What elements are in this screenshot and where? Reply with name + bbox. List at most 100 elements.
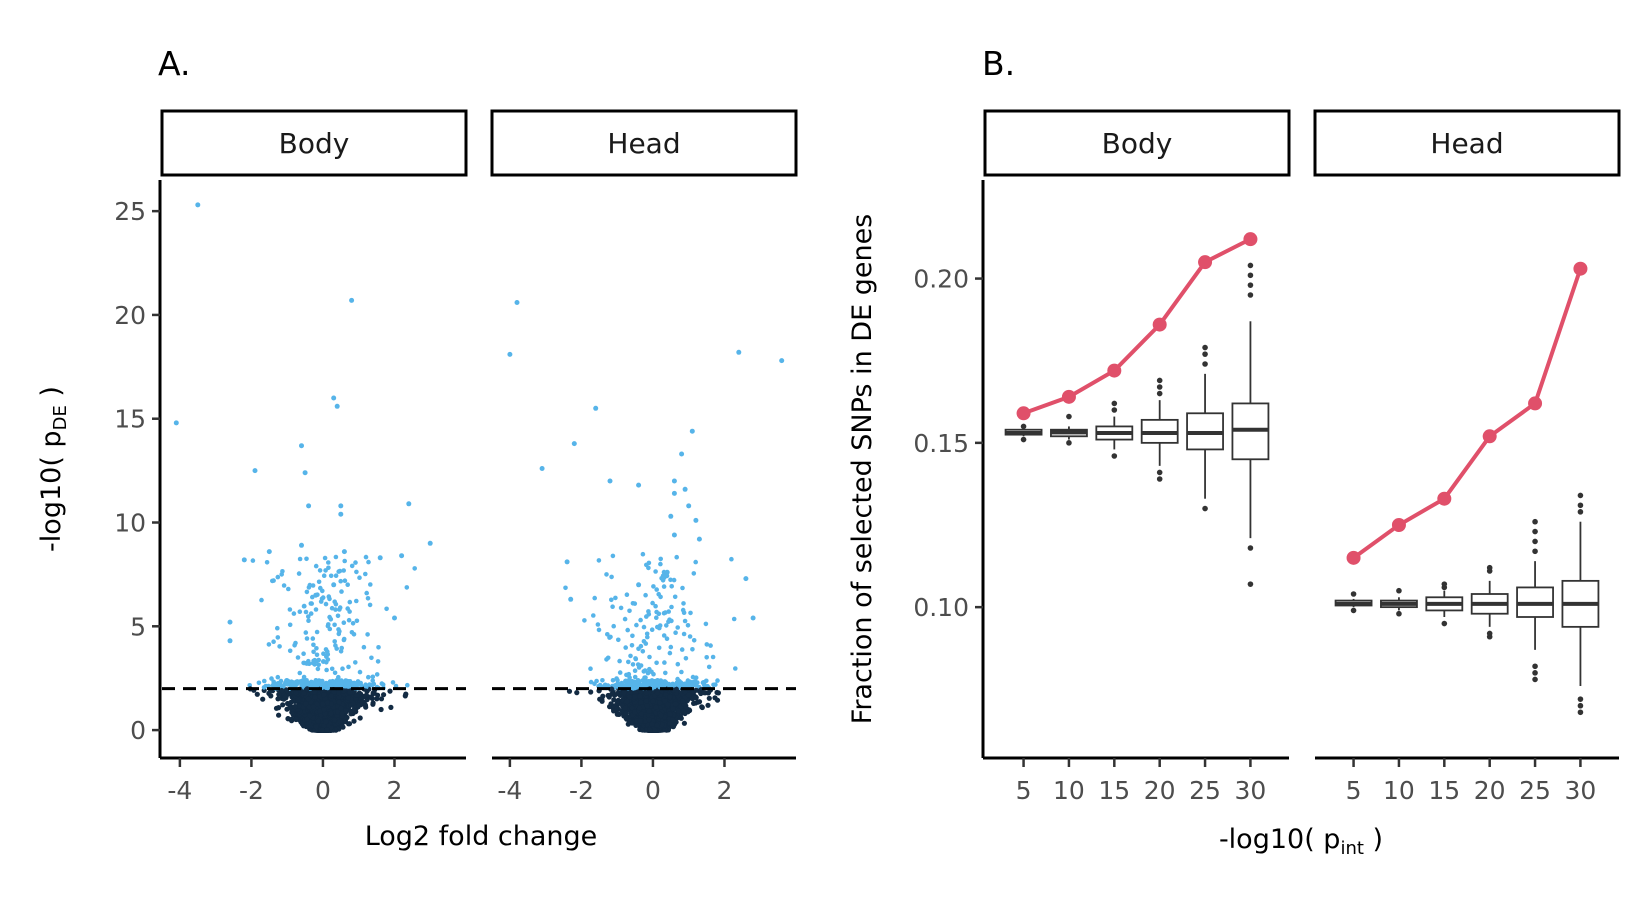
gene-point-body (313, 607, 319, 612)
gene-point-head (600, 693, 606, 699)
facet-label-a-head: Head (607, 127, 680, 160)
gene-point-body (321, 723, 327, 729)
gene-point-head (635, 662, 641, 667)
gene-point-body (403, 691, 409, 697)
gene-point-body (369, 655, 374, 661)
gene-point-head (715, 678, 720, 683)
gene-point-body (374, 672, 380, 677)
volcano-plot-head (492, 300, 796, 733)
gene-point-head (635, 678, 641, 683)
significant-gene-point-body (338, 503, 344, 509)
gene-point-body (361, 644, 367, 650)
gene-point-head (681, 720, 688, 726)
gene-point-head (645, 634, 650, 640)
gene-point-head (632, 601, 638, 606)
gene-point-body (324, 700, 330, 706)
gene-point-head (652, 679, 657, 684)
gene-point-body (275, 625, 280, 631)
gene-point-body (276, 691, 282, 697)
gene-point-head (654, 587, 659, 592)
gene-point-body (353, 660, 358, 665)
gene-point-head (729, 556, 734, 562)
gene-point-head (679, 669, 684, 675)
gene-point-body (329, 666, 335, 672)
gene-point-body (318, 585, 323, 591)
gene-point-body (345, 582, 351, 587)
gene-point-body (308, 611, 314, 616)
gene-point-body (323, 685, 329, 690)
gene-point-head (629, 643, 635, 648)
significant-gene-point-body (173, 420, 179, 426)
gene-point-body (338, 578, 344, 584)
gene-point-body (291, 611, 297, 616)
gene-point-head (613, 595, 618, 601)
gene-point-body (311, 642, 316, 648)
gene-point-body (336, 631, 342, 637)
gene-point-body (346, 721, 353, 727)
gene-point-body (328, 710, 334, 717)
gene-point-head (638, 617, 643, 623)
gene-point-head (682, 688, 688, 695)
gene-point-body (296, 571, 302, 576)
facet-strip-a-body (160, 109, 468, 177)
gene-point-body (264, 560, 270, 565)
gene-point-head (625, 627, 630, 633)
significant-gene-point-body (392, 615, 397, 621)
gene-point-head (703, 621, 709, 627)
gene-point-body (295, 697, 301, 703)
gene-point-body (341, 620, 347, 625)
gene-point-head (617, 670, 623, 675)
gene-point-body (287, 705, 293, 711)
gene-point-head (706, 695, 712, 701)
significant-gene-point-body (241, 557, 247, 563)
gene-point-body (301, 674, 307, 680)
gene-point-head (687, 634, 693, 639)
gene-point-head (658, 556, 663, 562)
gene-point-body (275, 674, 281, 680)
gene-point-body (333, 554, 339, 560)
gene-point-body (310, 704, 317, 710)
gene-point-body (315, 718, 321, 724)
gene-point-body (333, 607, 338, 612)
gene-point-body (412, 566, 418, 571)
gene-point-body (342, 578, 348, 583)
gene-point-body (404, 585, 410, 590)
gene-point-body (364, 590, 370, 596)
gene-point-body (387, 688, 393, 694)
gene-point-body (365, 632, 370, 637)
significant-gene-point-body (299, 542, 304, 548)
significant-gene-point-body (266, 549, 272, 555)
gene-point-body (381, 692, 387, 698)
gene-point-body (353, 560, 358, 565)
gene-point-body (304, 636, 310, 641)
gene-point-head (644, 614, 649, 619)
gene-point-head (624, 672, 629, 678)
gene-point-body (301, 690, 307, 696)
gene-point-head (656, 645, 662, 651)
gene-point-body (384, 606, 389, 612)
gene-point-body (327, 614, 332, 620)
gene-point-body (378, 696, 385, 702)
gene-point-body (371, 681, 377, 687)
significant-gene-point-body (377, 555, 383, 561)
gene-point-head (610, 553, 616, 559)
gene-point-body (359, 699, 365, 705)
gene-point-body (364, 697, 370, 703)
gene-point-head (596, 627, 602, 633)
gene-point-body (303, 630, 309, 635)
gene-point-body (316, 662, 322, 668)
gene-point-body (367, 682, 372, 687)
gene-point-body (378, 706, 384, 713)
significant-gene-point-body (331, 582, 337, 588)
gene-point-body (336, 699, 342, 706)
gene-point-head (705, 702, 711, 708)
gene-point-body (303, 701, 309, 707)
gene-point-body (323, 719, 329, 725)
gene-point-body (347, 689, 353, 695)
gene-point-head (638, 643, 644, 649)
gene-point-body (295, 679, 300, 684)
gene-point-body (311, 649, 316, 655)
gene-point-head (657, 625, 662, 631)
gene-point-body (374, 696, 380, 702)
gene-point-head (675, 661, 681, 667)
